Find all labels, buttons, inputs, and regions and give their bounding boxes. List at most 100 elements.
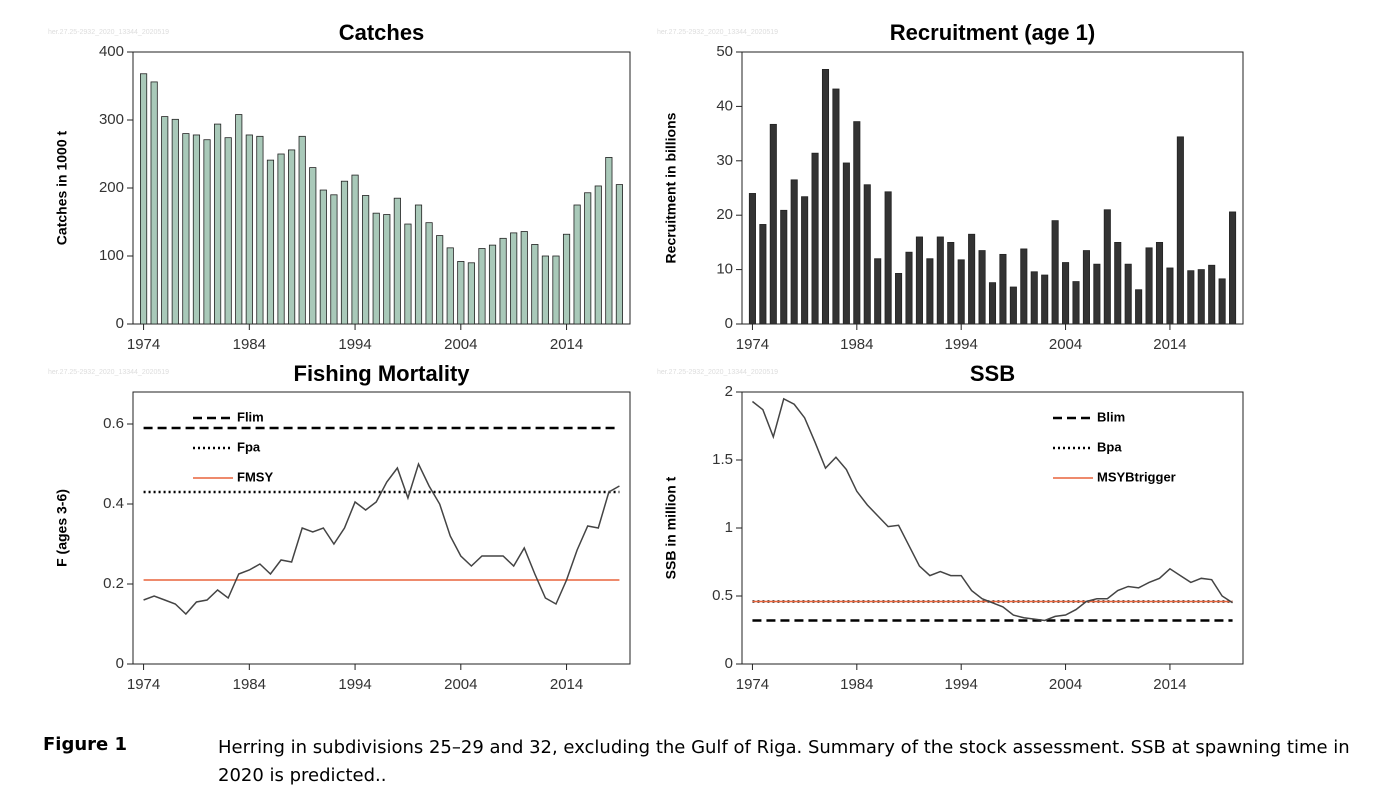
bar (393, 197, 401, 325)
bar (968, 233, 976, 325)
y-tick-label: 0 (725, 655, 733, 672)
bar (988, 282, 997, 325)
bar (1166, 267, 1174, 325)
watermark: her.27.25-2932_2020_13344_2020519 (48, 29, 169, 36)
y-tick-label: 300 (99, 111, 124, 128)
bar (203, 139, 211, 325)
x-tick-label: 1984 (233, 676, 266, 693)
bar (288, 149, 296, 325)
bar (748, 193, 756, 325)
bar (414, 204, 423, 325)
legend-label: Flim (237, 409, 264, 424)
bar (224, 137, 232, 325)
x-tick-label: 1974 (736, 336, 769, 353)
bar (383, 214, 391, 325)
x-tick-label: 1994 (945, 676, 978, 693)
bar (915, 236, 923, 325)
bar (245, 134, 253, 325)
chart-title: SSB (970, 361, 1015, 386)
bar (150, 81, 158, 325)
figure: Catches her.27.25-2932_2020_13344_2020519… (48, 20, 1244, 693)
bar (436, 235, 444, 325)
bar (1030, 271, 1038, 325)
y-tick-label: 10 (716, 261, 733, 278)
bar (769, 123, 777, 325)
y-axis-label: Recruitment in billions (663, 112, 679, 263)
x-tick-label: 2014 (550, 676, 583, 693)
bar (161, 116, 169, 325)
plot-frame (132, 391, 631, 665)
x-tick-label: 2004 (1049, 676, 1082, 693)
y-axis-label: Catches in 1000 t (54, 130, 70, 245)
bar (1208, 264, 1216, 325)
x-tick-label: 2004 (444, 676, 477, 693)
bar (978, 250, 986, 325)
y-tick-label: 0.4 (103, 495, 124, 512)
bar (1062, 262, 1070, 325)
bar (957, 259, 965, 325)
bar (404, 223, 412, 325)
x-tick-label: 1994 (945, 336, 978, 353)
bar (372, 212, 380, 325)
y-tick-label: 0 (116, 655, 124, 672)
y-tick-label: 0 (116, 315, 124, 332)
bar (811, 152, 819, 325)
bar (266, 159, 275, 325)
x-tick-label: 2014 (550, 336, 583, 353)
bar (584, 192, 592, 325)
x-tick-label: 2004 (1049, 336, 1082, 353)
y-axis-label: F (ages 3-6) (54, 489, 70, 567)
bar (510, 232, 518, 325)
bar (1103, 209, 1111, 325)
bar (446, 247, 454, 325)
bar (821, 69, 830, 325)
bar (936, 236, 944, 325)
y-axis-label: SSB in million t (663, 476, 679, 579)
bar (531, 244, 539, 325)
bar (277, 153, 285, 325)
bar (541, 255, 549, 325)
bar (615, 184, 623, 325)
bar (478, 248, 486, 325)
y-tick-label: 100 (99, 247, 124, 264)
watermark: her.27.25-2932_2020_13344_2020519 (657, 369, 778, 376)
bar (1218, 278, 1226, 325)
bar (499, 237, 507, 325)
legend-label: MSYBtrigger (1097, 469, 1176, 484)
x-tick-label: 2014 (1153, 676, 1186, 693)
bar (1051, 220, 1059, 325)
bar (1145, 247, 1153, 325)
y-tick-label: 0.5 (712, 587, 733, 604)
bar (192, 134, 201, 325)
bar (759, 224, 767, 325)
bar (947, 241, 955, 325)
watermark: her.27.25-2932_2020_13344_2020519 (657, 29, 778, 36)
y-tick-label: 1.5 (712, 451, 733, 468)
y-tick-label: 20 (716, 206, 733, 223)
legend-label: Fpa (237, 439, 261, 454)
x-tick-label: 2004 (444, 336, 477, 353)
bar (874, 258, 882, 325)
y-tick-label: 30 (716, 152, 733, 169)
bar (298, 135, 306, 325)
data-line (751, 397, 1233, 622)
bar (214, 123, 222, 325)
x-tick-label: 1994 (338, 336, 371, 353)
bar (457, 261, 465, 325)
bar (256, 135, 264, 325)
bar (552, 255, 560, 325)
bar (573, 204, 581, 325)
bar (362, 195, 370, 325)
bar (1197, 269, 1205, 325)
bar (171, 118, 179, 325)
bar (801, 196, 809, 325)
x-tick-label: 1994 (338, 676, 371, 693)
y-tick-label: 40 (716, 97, 733, 114)
legend-label: Bpa (1097, 439, 1122, 454)
bar (1155, 241, 1164, 325)
y-tick-label: 2 (725, 383, 733, 400)
x-tick-label: 2014 (1153, 336, 1186, 353)
y-tick-label: 1 (725, 519, 733, 536)
bar (594, 185, 602, 325)
